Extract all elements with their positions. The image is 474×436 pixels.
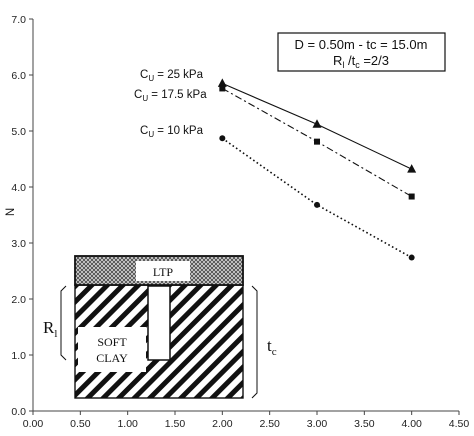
- y-tick-label: 3.0: [11, 238, 26, 250]
- x-tick-label: 2.00: [212, 418, 233, 430]
- y-tick-label: 5.0: [11, 126, 26, 138]
- tc-label: tc: [267, 336, 277, 358]
- legend-line-2-end: =2/3: [360, 53, 389, 68]
- legend-box-frame: [277, 32, 446, 72]
- series-label-10-main: C: [140, 125, 148, 137]
- series-label-25-rest: = 25 kPa: [154, 69, 204, 81]
- series-label-17-5: CU = 17.5 kPa: [134, 89, 207, 103]
- series-label-25-main: C: [140, 69, 148, 81]
- svg-text:CU = 17.5 kPa: CU = 17.5 kPa: [134, 89, 207, 103]
- series-line-2: [221, 137, 413, 259]
- x-tick-label: 4.00: [401, 418, 422, 430]
- series-point-2-2: [408, 254, 415, 261]
- x-tick-label: 0.50: [70, 418, 91, 430]
- y-tick-label: 1.0: [11, 350, 26, 362]
- series-point-1-1: [314, 138, 320, 145]
- svg-text:CU = 25 kPa: CU = 25 kPa: [140, 69, 204, 83]
- x-tick-label: 0.00: [23, 418, 44, 430]
- rl-label-sub: l: [54, 328, 57, 340]
- series-label-17-5-rest: = 17.5 kPa: [148, 89, 207, 101]
- legend-line-2-sub: l: [342, 60, 344, 70]
- x-tick-label: 1.00: [117, 418, 138, 430]
- svg-text:CU = 10 kPa: CU = 10 kPa: [140, 125, 204, 139]
- ltp-label: LTP: [153, 265, 174, 279]
- series-point-0-0: [217, 78, 227, 87]
- y-axis-label: N: [5, 208, 17, 216]
- x-tick-label: 3.50: [354, 418, 375, 430]
- series-label-10: CU = 10 kPa: [140, 125, 204, 139]
- series-label-17-5-main: C: [134, 89, 142, 101]
- y-tick-label: 7.0: [11, 14, 26, 26]
- series-point-1-0: [219, 85, 226, 92]
- y-tick-label: 6.0: [11, 70, 26, 82]
- x-tick-label: 2.50: [259, 418, 280, 430]
- series-label-17-5-sub: U: [142, 94, 148, 103]
- rl-label: Rl: [43, 318, 57, 340]
- series-label-25: CU = 25 kPa: [140, 69, 204, 83]
- x-tick-label: 1.50: [165, 418, 186, 430]
- soft-clay-label-line-1: SOFT: [97, 335, 127, 349]
- legend-line-2-mid: /t: [344, 53, 355, 68]
- series-label-25-sub: U: [148, 74, 154, 83]
- legend-line-2-main: R: [333, 53, 342, 68]
- tick-group: 0.00 0.50 1.00 1.50 2.00 2.50 3.00 3.50 4.00 4.50…: [11, 14, 469, 430]
- series-point-0-2: [407, 164, 417, 173]
- legend-line-2-sub2: c: [355, 60, 360, 70]
- series-label-10-rest: = 10 kPa: [154, 125, 204, 137]
- tc-label-sub: c: [272, 346, 277, 358]
- legend-box: D = 0.50m - tc = 15.0m Rl /tc =2/3: [277, 32, 446, 72]
- series-point-2-1: [314, 201, 320, 208]
- series-label-10-sub: U: [148, 130, 154, 139]
- ltp-label-box: [136, 261, 190, 281]
- tc-label-main: t: [267, 336, 272, 355]
- series-point-0-1: [312, 119, 322, 128]
- soft-clay-label-line-2: CLAY: [96, 351, 128, 365]
- y-tick-label: 2.0: [11, 294, 26, 306]
- schematic-diagram: LTP SOFT CLAY Rl tc: [43, 255, 277, 399]
- rl-bracket: [60, 285, 67, 361]
- y-tick-label: 0.0: [11, 406, 26, 418]
- rl-label-main: R: [43, 318, 55, 337]
- series-point-1-2: [408, 193, 415, 200]
- axes: [32, 19, 459, 412]
- x-tick-label: 3.00: [307, 418, 328, 430]
- legend-line-1: D = 0.50m - tc = 15.0m: [295, 37, 428, 52]
- series-group: [217, 78, 417, 261]
- soft-clay-label-box: [78, 327, 146, 372]
- column: [147, 285, 171, 361]
- x-tick-label: 4.50: [449, 418, 470, 430]
- y-tick-label: 4.0: [11, 182, 26, 194]
- tc-bracket: [251, 285, 258, 399]
- series-point-2-0: [219, 135, 226, 142]
- legend-line-2: Rl /tc =2/3: [333, 53, 389, 70]
